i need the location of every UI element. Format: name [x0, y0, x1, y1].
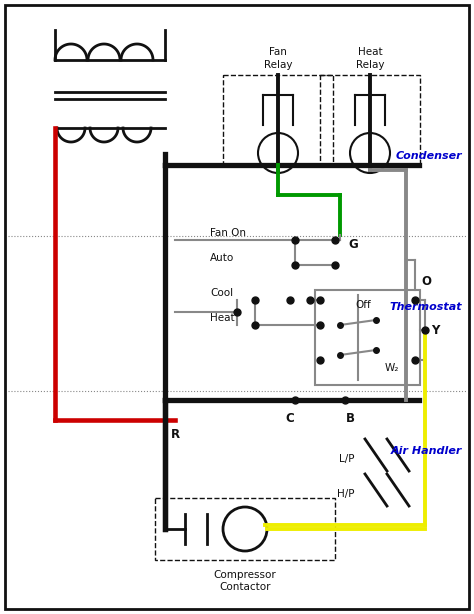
Bar: [223, 75, 333, 165]
Text: Air Handler: Air Handler: [391, 446, 462, 456]
Bar: [315, 290, 420, 385]
Text: B: B: [346, 412, 355, 425]
Text: O: O: [421, 275, 431, 288]
Text: H/P: H/P: [337, 489, 355, 499]
Text: C: C: [286, 412, 294, 425]
Text: Fan On: Fan On: [210, 228, 246, 238]
Text: Auto: Auto: [210, 253, 234, 263]
Text: Contactor: Contactor: [219, 582, 271, 592]
Bar: [155, 498, 335, 560]
Text: G: G: [348, 238, 358, 252]
Text: Heat: Heat: [210, 313, 235, 323]
Text: Condenser: Condenser: [395, 151, 462, 161]
Text: Cool: Cool: [210, 288, 233, 298]
Text: Compressor: Compressor: [214, 570, 276, 580]
Text: Thermostat: Thermostat: [389, 302, 462, 312]
Text: W₂: W₂: [385, 363, 400, 373]
Text: Relay: Relay: [356, 60, 384, 70]
Text: Relay: Relay: [264, 60, 292, 70]
Text: Fan: Fan: [269, 47, 287, 57]
Text: Heat: Heat: [358, 47, 383, 57]
Bar: [320, 75, 420, 165]
Text: Y: Y: [431, 324, 439, 336]
Text: L/P: L/P: [339, 454, 355, 464]
Text: R: R: [171, 428, 180, 441]
Text: Off: Off: [355, 300, 371, 310]
